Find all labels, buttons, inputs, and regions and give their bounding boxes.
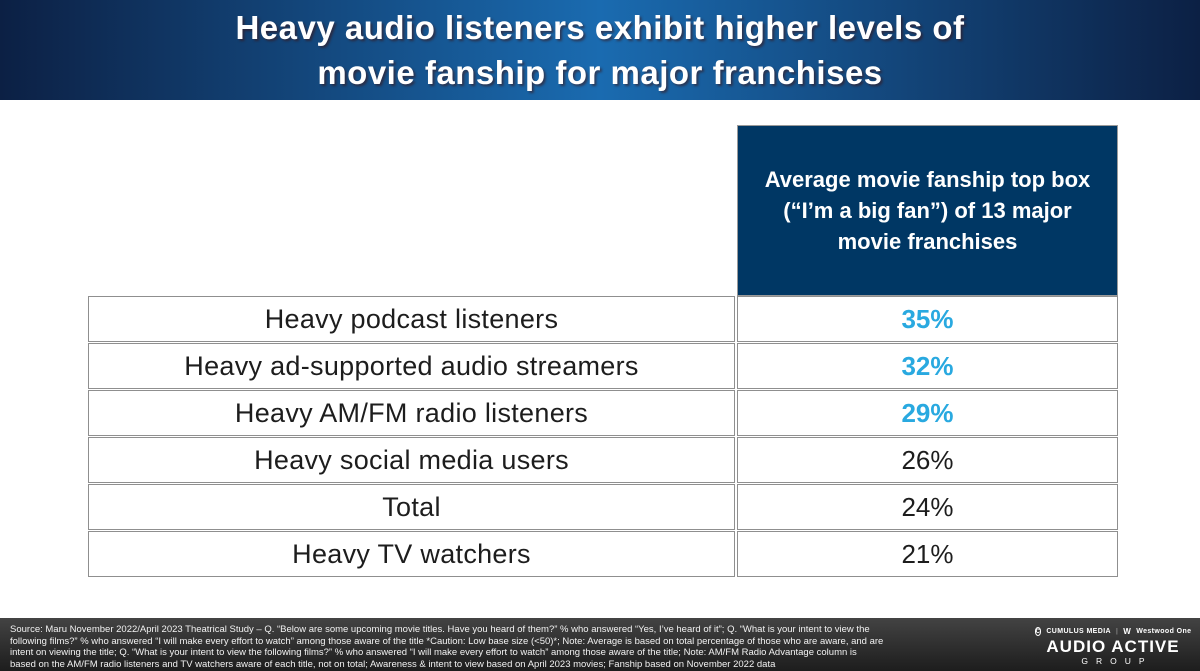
row-label: Heavy AM/FM radio listeners — [234, 397, 589, 428]
row-label-cell: Heavy podcast listeners — [88, 296, 735, 342]
row-value-cell: 26% — [737, 437, 1118, 483]
brand-row: C CUMULUS MEDIA | W Westwood One — [1034, 627, 1192, 636]
cumulus-media-label: CUMULUS MEDIA — [1046, 628, 1112, 635]
row-label-cell: Total — [88, 484, 735, 530]
audio-active-wordmark: AUDIO ACTIVE — [1046, 637, 1180, 656]
group-wordmark: GROUP — [1081, 656, 1153, 666]
row-label-cell: Heavy TV watchers — [88, 531, 735, 577]
row-value: 24% — [901, 491, 954, 522]
row-value: 32% — [901, 350, 954, 381]
westwood-one-label: Westwood One — [1136, 628, 1192, 635]
value-column-header-cell: Average movie fanship top box (“I’m a bi… — [737, 125, 1118, 296]
fanship-table: Heavy podcast listeners 35% Heavy ad-sup… — [88, 296, 1118, 577]
westwood-one-icon: W — [1123, 627, 1132, 636]
table-row: Heavy podcast listeners 35% — [88, 296, 1118, 342]
row-label-cell: Heavy ad-supported audio streamers — [88, 343, 735, 389]
slide-title-line-2: movie fanship for major franchises — [317, 54, 883, 91]
row-label: Heavy TV watchers — [292, 538, 531, 569]
row-label: Total — [382, 491, 441, 522]
row-value-cell: 32% — [737, 343, 1118, 389]
audio-active-group-logo: C CUMULUS MEDIA | W Westwood One AUDIO A… — [1034, 627, 1192, 666]
row-value-cell: 29% — [737, 390, 1118, 436]
table-row: Heavy AM/FM radio listeners 29% — [88, 390, 1118, 436]
row-value-cell: 21% — [737, 531, 1118, 577]
row-label: Heavy ad-supported audio streamers — [184, 350, 639, 381]
row-value: 35% — [901, 303, 954, 334]
row-label: Heavy podcast listeners — [264, 303, 559, 334]
table-row: Heavy social media users 26% — [88, 437, 1118, 483]
row-label: Heavy social media users — [254, 444, 569, 475]
title-banner: Heavy audio listeners exhibit higher lev… — [0, 0, 1200, 100]
table-row: Heavy TV watchers 21% — [88, 531, 1118, 577]
table-row: Total 24% — [88, 484, 1118, 530]
table-row: Heavy ad-supported audio streamers 32% — [88, 343, 1118, 389]
row-value-cell: 35% — [737, 296, 1118, 342]
row-value: 29% — [901, 397, 954, 428]
row-label-cell: Heavy AM/FM radio listeners — [88, 390, 735, 436]
slide-title-line-1: Heavy audio listeners exhibit higher lev… — [235, 9, 965, 46]
row-value: 21% — [901, 538, 954, 569]
footer-bar: Source: Maru November 2022/April 2023 Th… — [0, 618, 1200, 671]
cumulus-media-icon: C — [1034, 627, 1042, 636]
source-note: Source: Maru November 2022/April 2023 Th… — [10, 624, 884, 670]
brand-divider: | — [1116, 628, 1119, 635]
row-value: 26% — [901, 444, 954, 475]
row-value-cell: 24% — [737, 484, 1118, 530]
row-label-cell: Heavy social media users — [88, 437, 735, 483]
value-column-header-text: Average movie fanship top box (“I’m a bi… — [764, 167, 1091, 254]
